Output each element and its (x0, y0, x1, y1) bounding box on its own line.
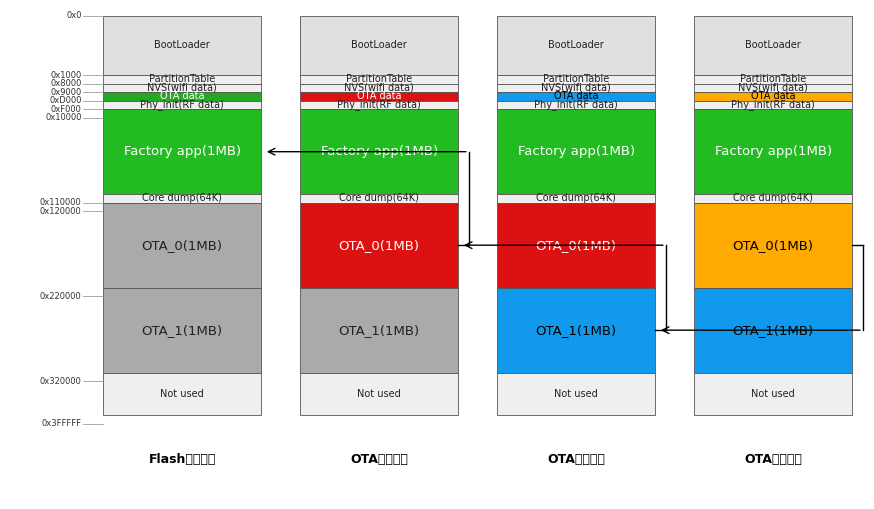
Bar (300, 16, 458, 75)
Text: NVS(wifi data): NVS(wifi data) (541, 83, 611, 93)
Text: Core dump(64K): Core dump(64K) (537, 193, 616, 204)
Bar (497, 288, 656, 373)
Bar (497, 203, 656, 288)
Bar (300, 373, 458, 415)
Bar (694, 194, 852, 203)
Bar (497, 83, 656, 92)
Bar (300, 203, 458, 288)
Bar (694, 92, 852, 101)
Bar (300, 92, 458, 101)
Text: Factory app(1MB): Factory app(1MB) (517, 145, 635, 158)
Bar (103, 83, 261, 92)
Text: OTA data: OTA data (751, 92, 795, 101)
Text: Core dump(64K): Core dump(64K) (733, 193, 813, 204)
Bar (694, 373, 852, 415)
Bar (497, 16, 656, 75)
Bar (694, 16, 852, 75)
Text: OTA_1(1MB): OTA_1(1MB) (338, 324, 420, 336)
Bar (694, 83, 852, 92)
Bar (497, 373, 656, 415)
Text: OTA_0(1MB): OTA_0(1MB) (536, 239, 617, 251)
Bar (694, 203, 852, 288)
Text: OTA_1(1MB): OTA_1(1MB) (142, 324, 223, 336)
Bar (497, 109, 656, 194)
Text: OTA data: OTA data (554, 92, 599, 101)
Bar (497, 75, 656, 83)
Text: BootLoader: BootLoader (155, 40, 210, 50)
Text: OTA data: OTA data (357, 92, 401, 101)
Text: Core dump(64K): Core dump(64K) (142, 193, 222, 204)
Text: Flash出厂状态: Flash出厂状态 (149, 454, 216, 466)
Bar (694, 288, 852, 373)
Bar (103, 16, 261, 75)
Bar (300, 101, 458, 109)
Text: 0x0: 0x0 (66, 11, 81, 20)
Bar (103, 75, 261, 83)
Text: NVS(wifi data): NVS(wifi data) (739, 83, 808, 93)
Text: 0x9000: 0x9000 (51, 88, 81, 97)
Text: Not used: Not used (554, 389, 598, 399)
Bar (103, 203, 261, 288)
Text: Not used: Not used (160, 389, 204, 399)
Text: 0x3FFFFF: 0x3FFFFF (42, 419, 81, 428)
Bar (300, 288, 458, 373)
Text: NVS(wifi data): NVS(wifi data) (148, 83, 217, 93)
Text: 0x110000: 0x110000 (40, 198, 81, 207)
Bar (103, 373, 261, 415)
Text: BootLoader: BootLoader (351, 40, 407, 50)
Text: Factory app(1MB): Factory app(1MB) (123, 145, 240, 158)
Bar (300, 109, 458, 194)
Bar (694, 109, 852, 194)
Text: 0x220000: 0x220000 (40, 292, 81, 301)
Bar (694, 75, 852, 83)
Bar (300, 75, 458, 83)
Bar (497, 194, 656, 203)
Text: Phy_init(RF data): Phy_init(RF data) (732, 99, 815, 110)
Text: OTA_0(1MB): OTA_0(1MB) (339, 239, 420, 251)
Text: 0x120000: 0x120000 (40, 207, 81, 216)
Text: 0xD000: 0xD000 (49, 96, 81, 105)
Bar (300, 194, 458, 203)
Bar (103, 92, 261, 101)
Text: 0x320000: 0x320000 (39, 377, 81, 386)
Text: OTA data: OTA data (160, 92, 205, 101)
Text: OTA升级一次: OTA升级一次 (350, 454, 408, 466)
Text: PartitionTable: PartitionTable (740, 74, 807, 84)
Text: Core dump(64K): Core dump(64K) (339, 193, 420, 204)
Text: NVS(wifi data): NVS(wifi data) (344, 83, 414, 93)
Text: Phy_init(RF data): Phy_init(RF data) (141, 99, 224, 110)
Bar (497, 92, 656, 101)
Text: PartitionTable: PartitionTable (346, 74, 413, 84)
Text: 0x10000: 0x10000 (45, 113, 81, 122)
Text: 0xF000: 0xF000 (51, 105, 81, 114)
Text: BootLoader: BootLoader (746, 40, 801, 50)
Text: BootLoader: BootLoader (548, 40, 604, 50)
Bar (497, 101, 656, 109)
Bar (103, 109, 261, 194)
Text: OTA_1(1MB): OTA_1(1MB) (732, 324, 814, 336)
Text: OTA升级三次: OTA升级三次 (745, 454, 802, 466)
Bar (103, 101, 261, 109)
Text: OTA升级两次: OTA升级两次 (547, 454, 605, 466)
Text: Phy_init(RF data): Phy_init(RF data) (337, 99, 421, 110)
Text: OTA_0(1MB): OTA_0(1MB) (732, 239, 814, 251)
Text: OTA_1(1MB): OTA_1(1MB) (536, 324, 617, 336)
Text: PartitionTable: PartitionTable (149, 74, 215, 84)
Text: Not used: Not used (357, 389, 401, 399)
Text: 0x1000: 0x1000 (51, 71, 81, 80)
Text: PartitionTable: PartitionTable (543, 74, 609, 84)
Text: 0x8000: 0x8000 (50, 79, 81, 88)
Text: Not used: Not used (752, 389, 795, 399)
Bar (103, 288, 261, 373)
Text: Factory app(1MB): Factory app(1MB) (321, 145, 438, 158)
Bar (103, 194, 261, 203)
Bar (300, 83, 458, 92)
Text: Phy_init(RF data): Phy_init(RF data) (534, 99, 618, 110)
Text: Factory app(1MB): Factory app(1MB) (715, 145, 832, 158)
Text: OTA_0(1MB): OTA_0(1MB) (142, 239, 223, 251)
Bar (694, 101, 852, 109)
